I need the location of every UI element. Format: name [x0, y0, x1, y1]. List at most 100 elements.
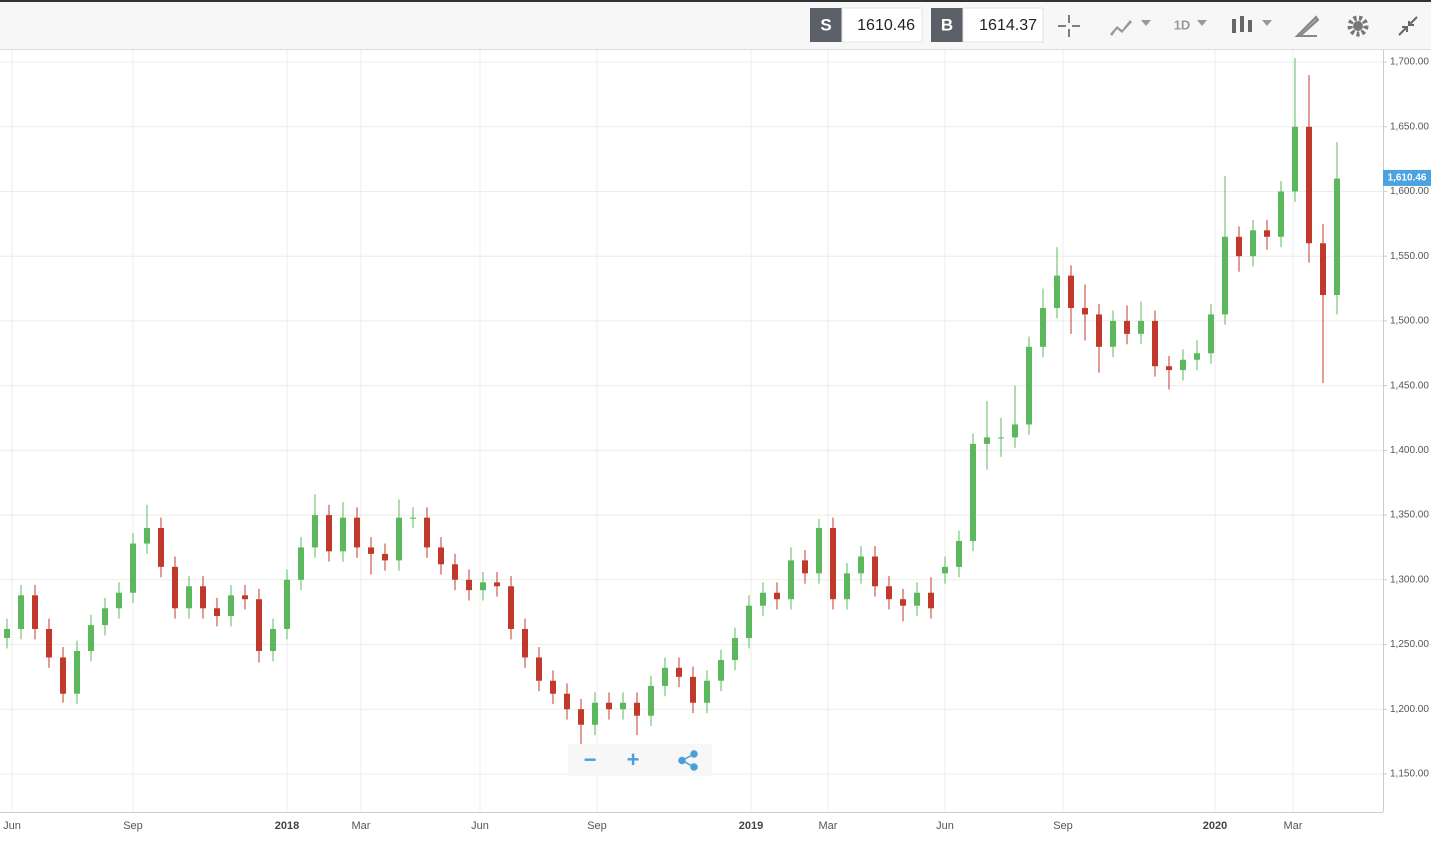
- zoom-in-button[interactable]: +: [627, 747, 640, 772]
- candle-body: [802, 560, 808, 574]
- candle-body: [914, 592, 920, 606]
- x-tick-label: Mar: [1284, 820, 1303, 832]
- sell-price-box[interactable]: [841, 7, 923, 43]
- candle-body: [438, 547, 444, 565]
- y-tick-label: 1,500.00: [1390, 316, 1429, 327]
- candle-body: [984, 437, 990, 444]
- candle-body: [172, 566, 178, 609]
- crosshair-icon[interactable]: [1058, 15, 1080, 37]
- candle-body: [872, 556, 878, 587]
- buy-price-box[interactable]: [962, 7, 1044, 43]
- x-tick-label: 2018: [275, 820, 299, 832]
- interval[interactable]: 1D: [1174, 17, 1191, 32]
- candle-body: [1264, 230, 1270, 237]
- candle-body: [1180, 359, 1186, 371]
- candle-body: [1292, 126, 1298, 192]
- candle-body: [60, 657, 66, 694]
- collapse-icon[interactable]: [1398, 16, 1418, 36]
- x-tick-label: 2020: [1203, 820, 1227, 832]
- candle-body: [690, 676, 696, 703]
- settings-icon[interactable]: [1347, 15, 1369, 37]
- x-tick-label: Sep: [587, 820, 607, 832]
- candle-body: [578, 709, 584, 725]
- candle-body: [144, 528, 150, 544]
- candle-body: [606, 702, 612, 710]
- candle-body: [1152, 320, 1158, 367]
- candle-body: [1320, 243, 1326, 296]
- candle-body: [382, 553, 388, 561]
- chart-type-icon[interactable]: [1232, 16, 1272, 33]
- compare-icon[interactable]: [1110, 20, 1151, 36]
- candle-body: [508, 586, 514, 629]
- candle-body: [354, 517, 360, 548]
- candle-body: [1096, 314, 1102, 347]
- candle-body: [1250, 230, 1256, 257]
- y-tick-label: 1,550.00: [1390, 251, 1429, 262]
- share-button[interactable]: [678, 750, 698, 771]
- candle-body: [858, 556, 864, 574]
- candle-body: [46, 628, 52, 658]
- y-tick-label: 1,650.00: [1390, 121, 1429, 132]
- candle-body: [760, 592, 766, 606]
- candle-body: [704, 680, 710, 703]
- x-tick-label: Jun: [936, 820, 954, 832]
- zoom-out-button[interactable]: −: [584, 747, 597, 772]
- x-tick-label: Mar: [819, 820, 838, 832]
- x-tick-label: 2019: [739, 820, 763, 832]
- toolbar: [0, 2, 1431, 49]
- candle-body: [1278, 191, 1284, 237]
- x-tick-label: Jun: [471, 820, 489, 832]
- buy-price: 1614.37: [979, 17, 1037, 34]
- candle-body: [1194, 353, 1200, 360]
- candle-body: [1026, 346, 1032, 425]
- candle-body: [788, 560, 794, 600]
- candle-body: [1040, 307, 1046, 347]
- candle-body: [522, 628, 528, 658]
- candle-body: [158, 528, 164, 567]
- candle-body: [4, 628, 10, 639]
- candle-body: [368, 547, 374, 554]
- draw-icon[interactable]: [1294, 15, 1320, 37]
- y-tick-label: 1,200.00: [1390, 704, 1429, 715]
- candle-body: [1236, 236, 1242, 257]
- candle-body: [74, 650, 80, 694]
- candle-body: [200, 586, 206, 609]
- sell-button[interactable]: [810, 8, 842, 42]
- price-tag-label: 1,610.46: [1388, 173, 1427, 184]
- candle-body: [1124, 320, 1130, 334]
- candle-body: [228, 595, 234, 617]
- candle-body: [774, 592, 780, 600]
- candle-body: [1306, 126, 1312, 244]
- candle-body: [1082, 307, 1088, 315]
- buy-button[interactable]: [931, 8, 963, 42]
- candle-body: [1334, 178, 1340, 296]
- candle-body: [396, 517, 402, 561]
- candle-body: [312, 515, 318, 548]
- candle-body: [830, 528, 836, 600]
- candle-body: [494, 582, 500, 587]
- candle-body: [1054, 275, 1060, 308]
- candle-body: [270, 628, 276, 651]
- candle-body: [662, 667, 668, 686]
- candle-body: [214, 608, 220, 617]
- x-tick-label: Jun: [3, 820, 21, 832]
- candle-body: [844, 573, 850, 600]
- candle-body: [424, 517, 430, 548]
- candle-body: [564, 693, 570, 710]
- candle-body: [116, 592, 122, 609]
- candle-body: [102, 608, 108, 626]
- plot-area: 1,150.00 1,200.00 1,250.00 1,300.00 1,350.00…: [0, 50, 1429, 832]
- price-tag: [1383, 169, 1431, 186]
- candle-body: [970, 443, 976, 541]
- candle-body: [466, 579, 472, 591]
- candle-body: [298, 547, 304, 580]
- candle-body: [18, 595, 24, 629]
- buy-label: B: [941, 15, 953, 34]
- candle-body: [718, 660, 724, 681]
- interval-caret: [1197, 20, 1207, 26]
- candle-body: [648, 685, 654, 716]
- y-tick-label: 1,400.00: [1390, 445, 1429, 456]
- candle-body: [256, 599, 262, 651]
- candle-body: [956, 540, 962, 567]
